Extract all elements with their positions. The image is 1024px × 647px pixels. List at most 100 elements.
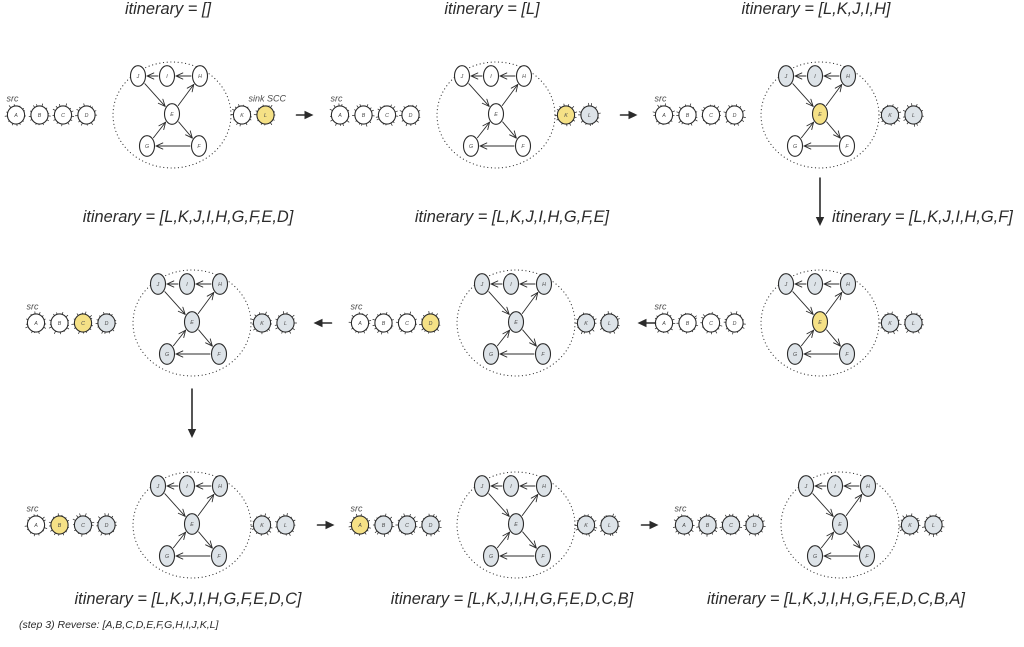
svg-text:itinerary = [L,K,J,I,H,G,F,E]: itinerary = [L,K,J,I,H,G,F,E]	[415, 208, 610, 226]
svg-text:H: H	[218, 484, 222, 490]
svg-text:C: C	[405, 321, 409, 327]
svg-text:A: A	[661, 113, 666, 119]
svg-text:A: A	[13, 113, 18, 119]
svg-text:B: B	[706, 523, 710, 529]
svg-text:A: A	[337, 113, 342, 119]
svg-text:L: L	[264, 113, 267, 119]
svg-text:B: B	[58, 523, 62, 529]
svg-text:B: B	[382, 321, 386, 327]
svg-text:A: A	[357, 523, 362, 529]
svg-text:sink SCC: sink SCC	[249, 94, 287, 104]
svg-text:D: D	[429, 321, 433, 327]
svg-text:src: src	[655, 94, 667, 104]
svg-text:J: J	[784, 74, 788, 80]
svg-text:D: D	[753, 523, 757, 529]
svg-text:K: K	[584, 321, 588, 327]
svg-text:(step 3) Reverse: [A,B,C,D,E,F: (step 3) Reverse: [A,B,C,D,E,F,G,H,I,J,K…	[19, 619, 219, 631]
svg-text:itinerary = [L,K,J,I,H,G,F,E,D: itinerary = [L,K,J,I,H,G,F,E,D]	[83, 208, 294, 226]
svg-text:E: E	[190, 320, 194, 326]
svg-text:K: K	[260, 523, 264, 529]
svg-text:G: G	[793, 352, 797, 358]
svg-text:L: L	[912, 321, 915, 327]
svg-text:C: C	[709, 113, 713, 119]
svg-text:itinerary = []: itinerary = []	[125, 0, 212, 18]
svg-text:D: D	[85, 113, 89, 119]
svg-text:H: H	[542, 282, 546, 288]
svg-text:J: J	[156, 484, 160, 490]
svg-text:itinerary = [L,K,J,I,H,G,F,E,D: itinerary = [L,K,J,I,H,G,F,E,D,C,B,A]	[707, 590, 965, 608]
svg-text:C: C	[81, 523, 85, 529]
svg-text:D: D	[733, 113, 737, 119]
svg-text:J: J	[136, 74, 140, 80]
svg-text:src: src	[655, 302, 667, 312]
svg-text:D: D	[429, 523, 433, 529]
svg-text:H: H	[846, 282, 850, 288]
svg-text:L: L	[608, 321, 611, 327]
svg-text:G: G	[793, 144, 797, 150]
svg-text:E: E	[170, 112, 174, 118]
svg-text:itinerary = [L,K,J,I,H,G,F]: itinerary = [L,K,J,I,H,G,F]	[832, 208, 1013, 226]
svg-text:itinerary = [L]: itinerary = [L]	[444, 0, 540, 18]
svg-text:C: C	[61, 113, 65, 119]
svg-text:C: C	[405, 523, 409, 529]
svg-text:src: src	[27, 302, 39, 312]
svg-text:src: src	[27, 504, 39, 514]
svg-text:E: E	[190, 522, 194, 528]
svg-text:J: J	[460, 74, 464, 80]
svg-text:C: C	[81, 321, 85, 327]
svg-text:B: B	[58, 321, 62, 327]
svg-text:B: B	[362, 113, 366, 119]
svg-text:H: H	[846, 74, 850, 80]
svg-text:H: H	[198, 74, 202, 80]
svg-text:L: L	[912, 113, 915, 119]
svg-text:itinerary = [L,K,J,I,H,G,F,E,D: itinerary = [L,K,J,I,H,G,F,E,D,C,B]	[391, 590, 634, 608]
svg-text:B: B	[382, 523, 386, 529]
svg-text:E: E	[514, 522, 518, 528]
svg-text:J: J	[156, 282, 160, 288]
svg-text:E: E	[514, 320, 518, 326]
svg-text:C: C	[709, 321, 713, 327]
svg-text:G: G	[813, 554, 817, 560]
svg-text:A: A	[33, 523, 38, 529]
svg-text:K: K	[888, 113, 892, 119]
svg-text:L: L	[284, 523, 287, 529]
svg-text:J: J	[784, 282, 788, 288]
svg-text:D: D	[105, 523, 109, 529]
svg-text:E: E	[494, 112, 498, 118]
svg-text:C: C	[385, 113, 389, 119]
svg-text:G: G	[469, 144, 473, 150]
svg-text:src: src	[351, 504, 363, 514]
svg-text:H: H	[866, 484, 870, 490]
svg-text:K: K	[908, 523, 912, 529]
svg-text:src: src	[351, 302, 363, 312]
svg-text:D: D	[409, 113, 413, 119]
svg-text:J: J	[804, 484, 808, 490]
svg-text:L: L	[932, 523, 935, 529]
svg-text:E: E	[818, 112, 822, 118]
svg-text:src: src	[7, 94, 19, 104]
svg-text:D: D	[733, 321, 737, 327]
svg-text:L: L	[608, 523, 611, 529]
svg-text:itinerary = [L,K,J,I,H]: itinerary = [L,K,J,I,H]	[742, 0, 891, 18]
svg-text:K: K	[260, 321, 264, 327]
svg-text:K: K	[584, 523, 588, 529]
svg-text:A: A	[33, 321, 38, 327]
svg-text:itinerary = [L,K,J,I,H,G,F,E,D: itinerary = [L,K,J,I,H,G,F,E,D,C]	[75, 590, 302, 608]
svg-text:G: G	[145, 144, 149, 150]
svg-text:A: A	[681, 523, 686, 529]
svg-text:H: H	[522, 74, 526, 80]
svg-text:J: J	[480, 484, 484, 490]
svg-text:G: G	[165, 352, 169, 358]
svg-text:L: L	[588, 113, 591, 119]
svg-text:src: src	[331, 94, 343, 104]
svg-text:E: E	[838, 522, 842, 528]
svg-text:A: A	[661, 321, 666, 327]
svg-text:B: B	[686, 113, 690, 119]
svg-text:B: B	[38, 113, 42, 119]
svg-text:G: G	[165, 554, 169, 560]
svg-text:K: K	[888, 321, 892, 327]
svg-text:H: H	[218, 282, 222, 288]
svg-text:E: E	[818, 320, 822, 326]
svg-text:A: A	[357, 321, 362, 327]
svg-text:B: B	[686, 321, 690, 327]
